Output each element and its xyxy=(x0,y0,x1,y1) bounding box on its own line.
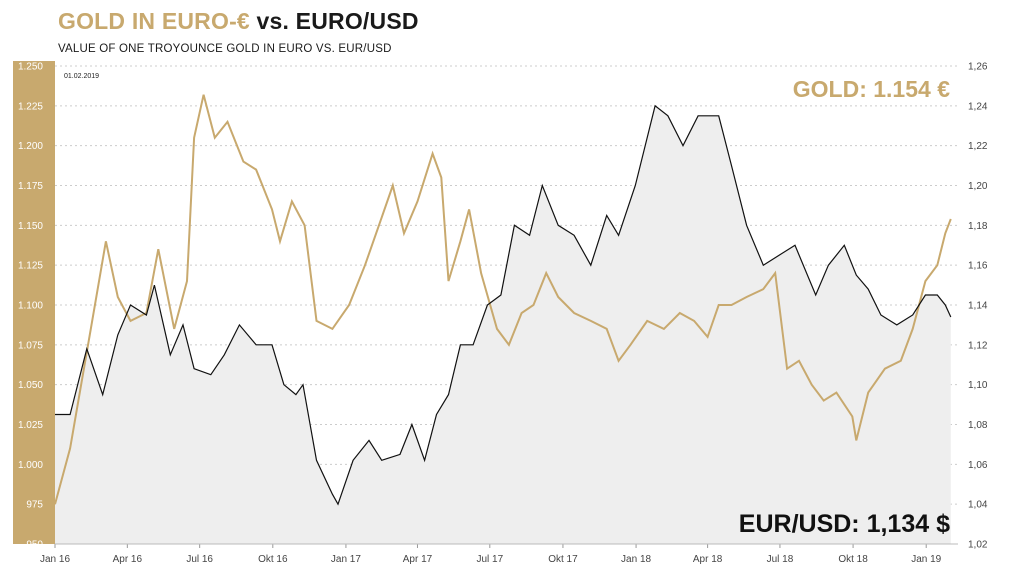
right-tick-label: 1,10 xyxy=(968,380,988,391)
right-tick-label: 1,02 xyxy=(968,540,988,551)
left-tick-label: 1.100 xyxy=(18,301,43,312)
x-axis-ticks: Jan 16 Apr 16 Jul 16 Okt 16 Jan 17 Apr 17 Jul … xyxy=(40,544,942,565)
x-tick-label: Okt 18 xyxy=(838,554,868,565)
eurusd-area xyxy=(55,105,951,545)
right-tick-label: 1,14 xyxy=(968,301,988,312)
x-tick-label: Jan 17 xyxy=(331,554,361,565)
left-tick-label: 1.000 xyxy=(18,460,43,471)
right-tick-label: 1,04 xyxy=(968,500,988,511)
left-tick-label: 1.025 xyxy=(18,420,43,431)
x-tick-label: Jul 17 xyxy=(476,554,503,565)
right-tick-label: 1,16 xyxy=(968,261,988,272)
gold-value-label: GOLD: 1.154 € xyxy=(793,76,950,102)
left-tick-label: 1.125 xyxy=(18,261,43,272)
x-tick-label: Okt 16 xyxy=(258,554,288,565)
left-tick-label: 1.150 xyxy=(18,221,43,232)
title-eurusd-part: vs. EURO/USD xyxy=(256,8,419,34)
left-tick-label: 1.250 xyxy=(18,62,43,73)
x-tick-label: Jan 19 xyxy=(911,554,941,565)
x-tick-label: Okt 17 xyxy=(548,554,578,565)
left-tick-label: 1.200 xyxy=(18,141,43,152)
x-tick-label: Jul 16 xyxy=(186,554,213,565)
right-axis-ticks: 1,26 1,24 1,22 1,20 1,18 1,16 1,14 1,12 1,10 1,08… xyxy=(968,62,988,551)
left-tick-label: 950 xyxy=(26,540,43,551)
date-label: 01.02.2019 xyxy=(64,73,99,80)
left-tick-label: 1.175 xyxy=(18,181,43,192)
x-tick-label: Jan 18 xyxy=(621,554,651,565)
title-gold-part: GOLD IN EURO-€ xyxy=(58,8,250,34)
left-axis-ticks: 1.250 1.225 1.200 1.175 1.150 1.125 1.100 1.075… xyxy=(18,62,43,551)
left-axis-band xyxy=(13,61,55,544)
x-tick-label: Apr 16 xyxy=(113,554,143,565)
right-tick-label: 1,06 xyxy=(968,460,988,471)
chart-title: GOLD IN EURO-€ vs. EURO/USD xyxy=(58,8,419,35)
right-tick-label: 1,24 xyxy=(968,101,988,112)
right-tick-label: 1,18 xyxy=(968,221,988,232)
right-tick-label: 1,20 xyxy=(968,181,988,192)
gold-series-line xyxy=(54,94,952,505)
left-tick-label: 1.075 xyxy=(18,340,43,351)
chart-subtitle: VALUE OF ONE TROYOUNCE GOLD IN EURO VS. … xyxy=(58,43,392,55)
eurusd-series-line xyxy=(55,104,952,506)
left-tick-label: 975 xyxy=(26,500,43,511)
x-tick-label: Jul 18 xyxy=(767,554,794,565)
x-tick-label: Apr 18 xyxy=(693,554,723,565)
x-tick-label: Jan 16 xyxy=(40,554,70,565)
right-tick-label: 1,12 xyxy=(968,340,988,351)
x-tick-label: Apr 17 xyxy=(403,554,433,565)
left-tick-label: 1.050 xyxy=(18,380,43,391)
left-tick-label: 1.225 xyxy=(18,101,43,112)
right-tick-label: 1,22 xyxy=(968,141,988,152)
right-tick-label: 1,26 xyxy=(968,62,988,73)
right-tick-label: 1,08 xyxy=(968,420,988,431)
eurusd-value-label: EUR/USD: 1,134 $ xyxy=(739,510,950,538)
